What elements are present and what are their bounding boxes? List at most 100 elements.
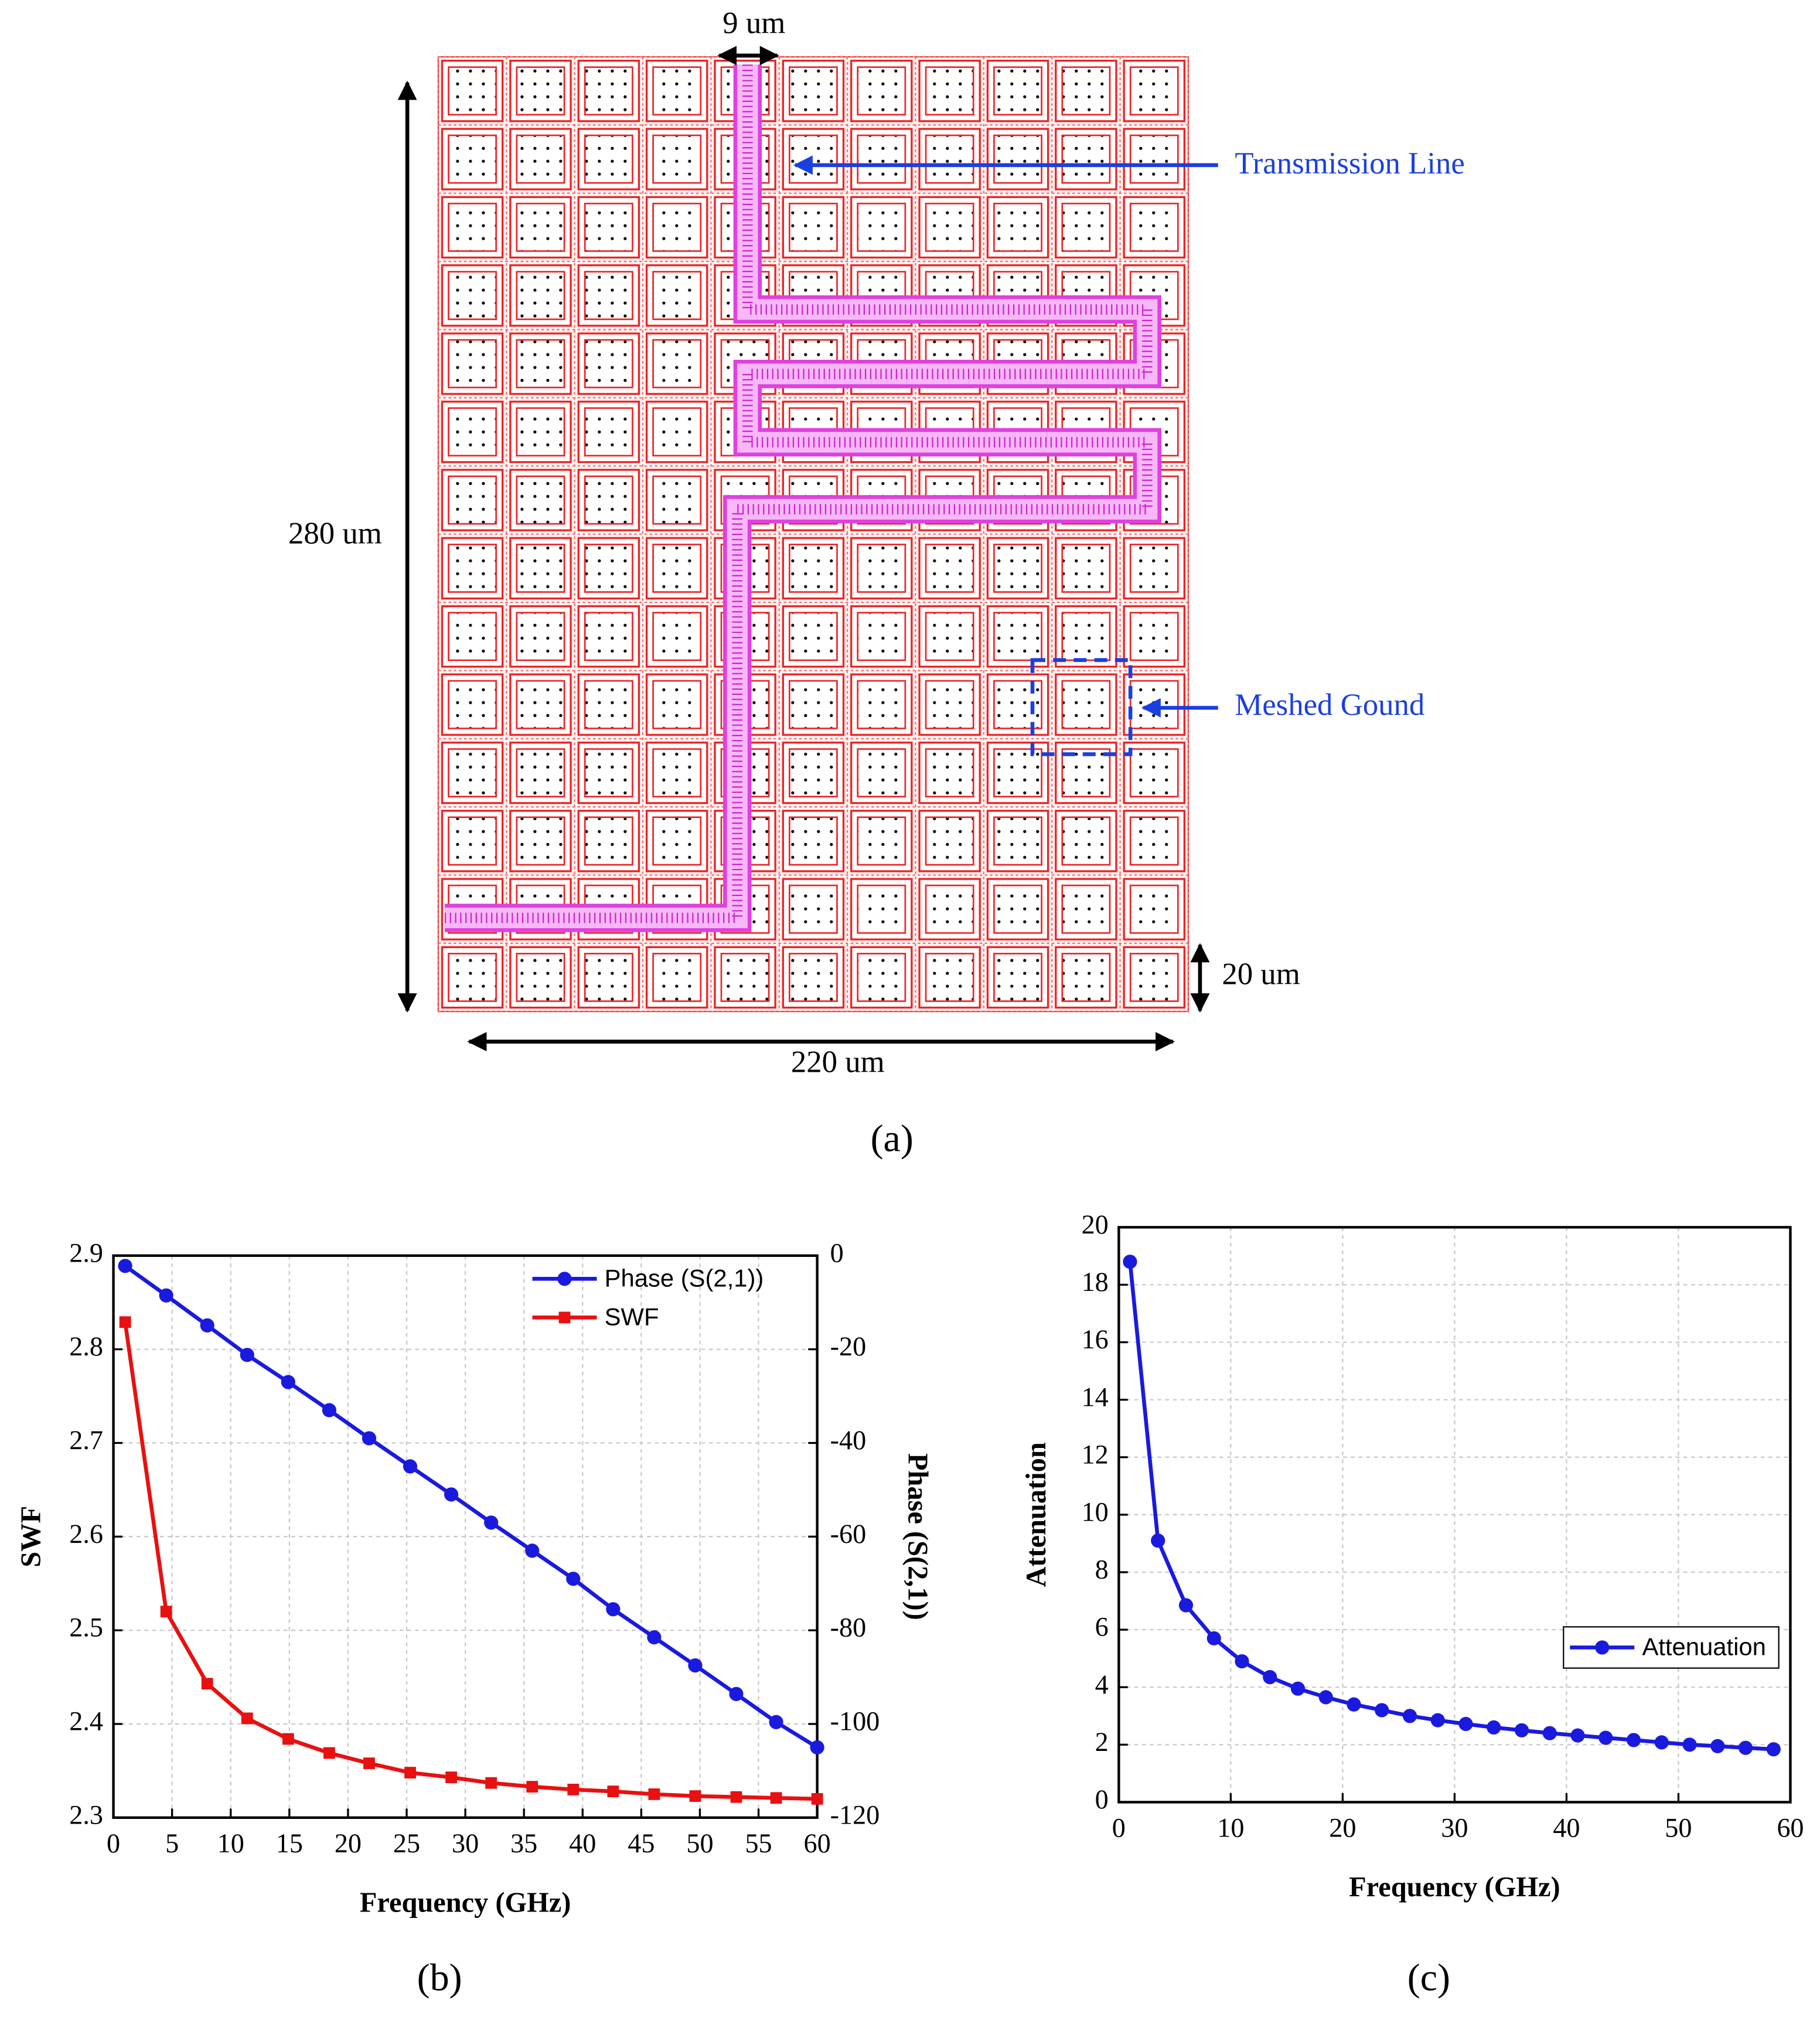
y2-axis-label: Phase (S(2,1)) [902,1453,933,1620]
point [1682,1737,1697,1752]
mesh-cell-inner [516,612,565,662]
y2-tick-label: -120 [830,1800,880,1829]
y-tick-label: 18 [1082,1267,1109,1297]
y-tick-label: 2.6 [69,1519,103,1549]
point [648,1788,660,1800]
mesh-cell-inner [993,953,1042,1002]
mesh-cell-inner [925,203,974,252]
point [770,1792,782,1804]
plot-frame [1117,1226,1792,1804]
chart: 0 5 10 15 20 25 30 35 40 45 50 55 60 2.3 2.4 2.5 2.6 2.7 2… [15,1238,933,1999]
mesh-cell-inner [789,66,838,116]
x-tick-label: 0 [1112,1812,1126,1842]
point [1123,1255,1137,1269]
mesh-cell-inner [857,134,906,184]
mesh-cell-inner [857,748,906,798]
mesh-cell-inner [925,680,974,730]
mesh-cell-inner [448,543,497,593]
x-tick-label: 50 [1665,1812,1692,1842]
point [1318,1690,1333,1705]
point [1151,1533,1165,1548]
mesh-cell-inner [584,66,633,116]
mesh-cell-inner [789,680,838,730]
mesh-cell-inner [652,134,702,184]
point [1514,1723,1529,1737]
mesh-cell-inner [857,884,906,934]
legend-label: Attenuation [1642,1633,1766,1661]
mesh-cell-inner [584,543,633,593]
y2-tick-label: -20 [830,1331,867,1361]
mesh-cell-inner [925,66,974,116]
x-tick-label: 20 [335,1828,362,1858]
mesh-cell-inner [925,884,974,934]
mesh-cell-inner [584,953,633,1002]
y-tick-label: 12 [1082,1439,1109,1469]
point [689,1790,701,1802]
point [1599,1730,1613,1745]
mesh-cell-inner [993,203,1042,252]
y-tick-label: 2 [1095,1727,1109,1757]
legend-label: SWF [605,1303,659,1331]
mesh-cell-inner [1129,748,1179,798]
point [1626,1733,1641,1747]
point [1766,1742,1781,1757]
point [1458,1716,1473,1732]
y-tick-label: 6 [1095,1612,1109,1642]
mesh-cell-inner [1129,203,1179,252]
mesh-cell-inner [1129,543,1179,593]
y2-tick-label: 0 [830,1238,844,1267]
mesh-cell-inner [516,748,565,798]
x-tick-label: 60 [804,1828,831,1858]
point [363,1757,375,1770]
mesh-cell-inner [584,339,633,389]
mesh-cell-inner [789,203,838,252]
mesh-cell-inner [789,953,838,1002]
point [810,1740,824,1755]
mesh-cell-inner [652,612,702,662]
point [241,1712,253,1725]
point [606,1602,621,1617]
chart: 0 10 20 30 40 50 60 0 2 4 6 8 10 12 14 16 18 20 Frequency … [1021,1209,1804,1999]
mesh-cell-inner [516,134,565,184]
legend-label: Phase (S(2,1)) [605,1265,764,1292]
mesh-cell-inner [857,203,906,252]
mesh-cell-inner [448,953,497,1002]
point [282,1733,294,1745]
mesh-cell-inner [789,748,838,798]
x-tick-label: 50 [686,1828,713,1858]
mesh-cell-inner [1061,66,1111,116]
mesh-cell-inner [993,816,1042,866]
point [281,1375,295,1389]
point [688,1658,703,1673]
annotations: 9 um 280 um 220 um 20 um Transmission Li… [288,6,1465,1160]
mesh-cell-inner [993,884,1042,934]
mesh-cell-inner [993,543,1042,593]
y-tick-label: 10 [1082,1497,1109,1526]
mesh-cell-inner [584,407,633,456]
point [1263,1669,1277,1685]
x-axis-label: Frequency (GHz) [360,1887,571,1919]
mesh-cell-inner [857,680,906,730]
mesh-cell-inner [584,816,633,866]
height-label: 280 um [288,516,382,550]
point [1206,1631,1221,1645]
point [1430,1713,1445,1727]
point [567,1783,580,1795]
y2-tick-label: -100 [830,1706,880,1736]
y-tick-label: 20 [1082,1209,1109,1239]
mesh-cell-inner [1129,612,1179,662]
layout-diagram [437,56,1190,1013]
mesh-cell-inner [1129,134,1179,184]
mesh-cell-inner [652,66,702,116]
mesh-cell-inner [516,680,565,730]
point [160,1606,172,1618]
mesh-cell-inner [652,680,702,730]
mesh-cell-inner [925,816,974,866]
mesh-cell-inner [1129,66,1179,116]
point [1178,1598,1194,1613]
point [1290,1681,1306,1696]
caption: (a) [871,1117,914,1160]
point [240,1348,254,1362]
y-tick-label: 2.8 [69,1331,103,1361]
